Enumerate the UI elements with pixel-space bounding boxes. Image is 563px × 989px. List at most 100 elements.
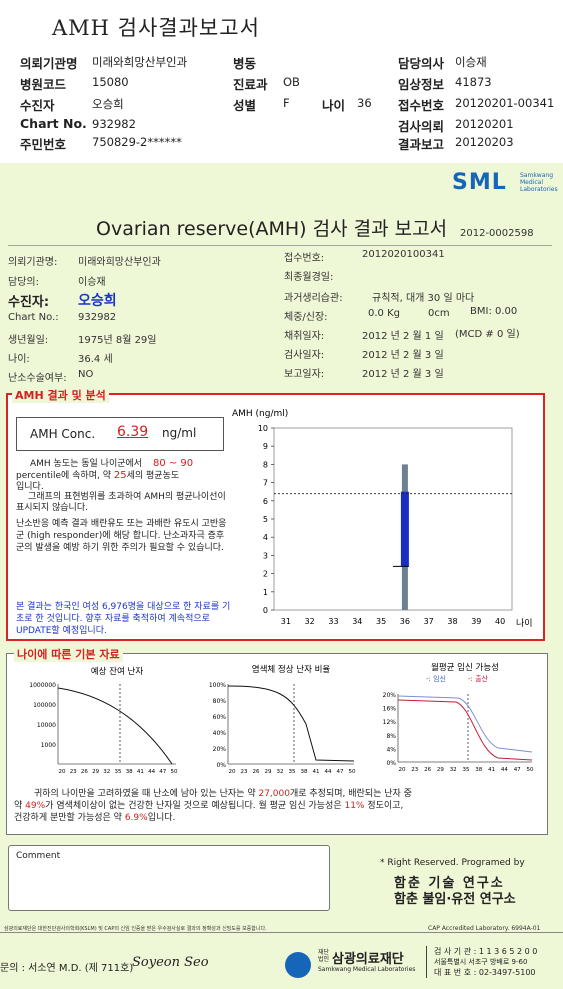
divider <box>426 946 427 978</box>
remaining-eggs-chart: 예상 잔여 난자 1000000 100000 10000 1000 20 23 26 29 32… <box>29 666 178 775</box>
x-tick-label: 20 <box>229 769 236 775</box>
header-label: 담당의사 <box>398 56 445 71</box>
x-tick-label: 38 <box>475 767 482 773</box>
x-tick-label: 34 <box>352 617 362 626</box>
y-tick-label: 6 <box>263 497 268 506</box>
x-tick-label: 32 <box>277 769 284 775</box>
header-label: 성별 <box>233 98 257 113</box>
info-label: 담당의: <box>8 277 39 288</box>
legend-birth: -: 출산 <box>468 674 489 683</box>
x-tick-label: 35 <box>115 769 122 775</box>
accreditation-note: 삼광의료재단은 대한진단검사의학회(KSLM) 및 CAP의 신임 인증을 받은… <box>4 926 267 932</box>
y-tick-label: 2 <box>263 570 268 579</box>
info-value: 규칙적, 대개 30 일 마다 <box>372 293 475 304</box>
header-label: 수진자 <box>20 98 55 113</box>
info-label: 생년월일: <box>8 335 49 346</box>
x-tick-label: 50 <box>171 769 178 775</box>
normal-chromosome-chart: 염색체 정상 난자 비율 100% 80% 60% 40% 20% 0%20 23 26 29 32… <box>209 664 356 775</box>
header-value: 41873 <box>455 75 492 89</box>
x-tick-label: 29 <box>265 769 272 775</box>
age-summary: 귀하의 나이만을 고려하였을 때 난소에 남아 있는 난자는 약 27,000개… <box>14 789 412 823</box>
legend-pregnancy: -: 임신 <box>426 674 446 683</box>
y-tick-label: 12% <box>383 719 397 726</box>
info-value: 1975년 8월 29일 <box>78 335 157 346</box>
comment-label: Comment <box>16 851 61 861</box>
institution-number: 검 사 기 관 : 1 1 3 6 5 2 0 0 <box>434 947 538 956</box>
header-value: 15080 <box>92 75 129 89</box>
y-tick-label: 7 <box>263 479 268 488</box>
rights-text: * Right Reserved. Programed by <box>380 858 525 868</box>
info-value: 이승재 <box>78 277 106 288</box>
header-label: 병원코드 <box>20 77 67 92</box>
info-label: 검사일자: <box>284 350 325 361</box>
x-tick-label: 44 <box>325 769 332 775</box>
x-tick-label: 29 <box>437 767 444 773</box>
x-axis-label: 나이 <box>516 618 533 629</box>
y-tick-label: 100% <box>209 682 226 689</box>
y-tick-label: 16% <box>383 706 397 713</box>
sml-footer-logo-icon <box>285 952 311 978</box>
signature: Soyeon Seo <box>132 955 209 970</box>
pregnancy-curve <box>397 695 533 753</box>
x-tick-label: 37 <box>424 617 434 626</box>
info-value: 0cm <box>428 308 450 319</box>
y-tick-label: 40% <box>213 730 227 737</box>
amh-data-note: 본 결과는 한국인 여성 6,976명을 대상으로 한 자료를 기초로 한 것입… <box>16 602 231 636</box>
info-label: 난소수술여부: <box>8 373 67 384</box>
info-value: 2012020100341 <box>362 249 445 260</box>
x-tick-label: 23 <box>241 769 248 775</box>
x-tick-label: 26 <box>81 769 88 775</box>
sml-logo: SML <box>452 170 507 195</box>
info-value: BMI: 0.00 <box>470 306 518 317</box>
foundation-prefix: 재단 법인 <box>318 949 330 963</box>
cap-note: CAP Accredited Laboratory. 6994A-01 <box>428 925 541 932</box>
ovarian-report-title: Ovarian reserve(AMH) 검사 결과 보고서 <box>96 218 448 240</box>
info-value: 0.0 Kg <box>368 308 400 319</box>
x-tick-label: 44 <box>148 769 155 775</box>
org-name-2: 함춘 불임·유전 연구소 <box>394 892 516 907</box>
info-label: 보고일자: <box>284 369 325 380</box>
x-tick-label: 47 <box>337 769 344 775</box>
x-tick-label: 29 <box>92 769 99 775</box>
percentile-box <box>400 491 409 567</box>
x-tick-label: 41 <box>313 769 320 775</box>
header-label: 의뢰기관명 <box>20 56 78 71</box>
plot-frame <box>273 427 513 611</box>
x-tick-label: 23 <box>70 769 77 775</box>
patient-name: 오승희 <box>78 293 117 309</box>
info-value: 미래와희망산부인과 <box>78 257 161 268</box>
y-tick-label: 0% <box>216 762 226 769</box>
y-tick-label: 80% <box>213 698 227 705</box>
x-tick-label: 32 <box>305 617 315 626</box>
birth-curve <box>397 699 533 761</box>
x-tick-label: 41 <box>488 767 495 773</box>
x-tick-label: 31 <box>281 617 291 626</box>
header-label: 나이 <box>322 98 346 113</box>
amh-analysis-1: AMH 농도는 동일 나이군에서 80 ~ 90 percentile에 속하며… <box>16 458 194 492</box>
header-value: 750829-2****** <box>92 135 182 149</box>
y-tick-label: 8% <box>386 733 396 740</box>
info-value: 932982 <box>78 312 117 323</box>
header-label: Chart No. <box>20 116 87 131</box>
x-tick-label: 36 <box>400 617 410 626</box>
x-tick-label: 35 <box>463 767 470 773</box>
amh-analysis-3: 난소반응 예측 결과 배란유도 또는 과배란 유도시 고반응군 (high re… <box>16 519 227 553</box>
header-label: 진료과 <box>233 77 268 92</box>
x-tick-label: 35 <box>289 769 296 775</box>
comment-box <box>8 845 330 911</box>
x-tick-label: 33 <box>328 617 338 626</box>
y-tick-label: 1 <box>263 588 268 597</box>
amh-conc-unit: ng/ml <box>162 426 197 440</box>
x-tick-label: 41 <box>137 769 144 775</box>
y-tick-label: 0 <box>263 606 268 615</box>
y-tick-label: 10 <box>258 424 268 433</box>
x-tick-label: 20 <box>59 769 66 775</box>
x-tick-label: 50 <box>527 767 534 773</box>
info-label: Chart No.: <box>8 312 59 323</box>
y-tick-label: 4 <box>263 533 268 542</box>
x-tick-label: 44 <box>501 767 508 773</box>
y-tick-label: 5 <box>263 515 268 524</box>
info-value: 2012 년 2 월 3 일 <box>362 369 444 380</box>
info-value: 2012 년 2 월 1 일 <box>362 331 444 342</box>
y-tick-label: 20% <box>213 746 227 753</box>
